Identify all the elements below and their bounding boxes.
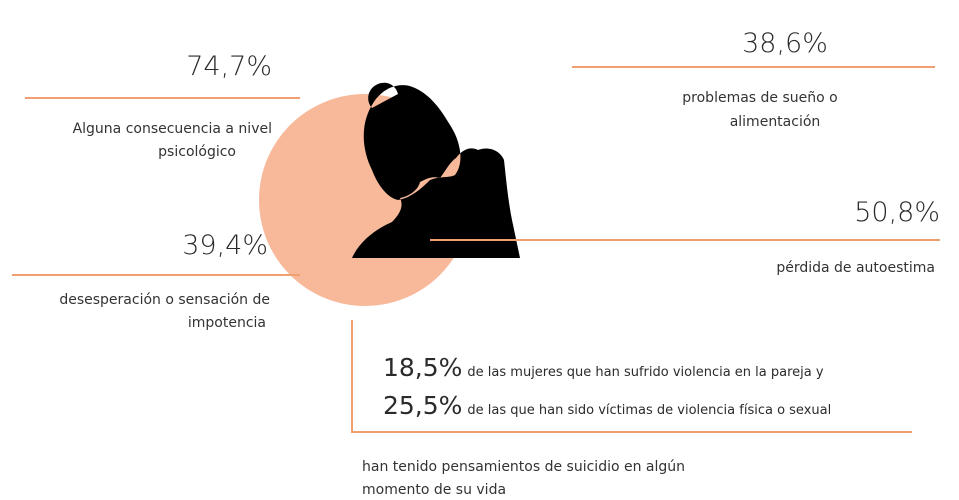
percentage: 50,8% bbox=[854, 197, 940, 228]
label: impotencia bbox=[188, 315, 266, 331]
label: psicológico bbox=[158, 144, 236, 160]
label: desesperación o sensación de bbox=[59, 292, 270, 308]
label: problemas de sueño o bbox=[682, 90, 837, 106]
label: Alguna consecuencia a nivel bbox=[73, 121, 272, 137]
percentage: 39,4% bbox=[182, 230, 268, 261]
percentage: 74,7% bbox=[186, 51, 272, 82]
conclusion: han tenido pensamientos de suicidio en a… bbox=[362, 459, 685, 475]
suicide-row: 18,5% de las mujeres que han sufrido viol… bbox=[383, 353, 824, 382]
label: pérdida de autoestima bbox=[776, 260, 935, 276]
infographic: 74,7% Alguna consecuencia a nivel psicol… bbox=[0, 0, 959, 500]
silhouette bbox=[352, 83, 520, 258]
text: de las mujeres que han sufrido violencia… bbox=[467, 365, 823, 380]
percentage: 38,6% bbox=[742, 28, 828, 59]
conclusion: momento de su vida bbox=[362, 482, 506, 498]
suicide-row: 25,5% de las que han sido víctimas de vio… bbox=[383, 391, 831, 420]
percentage: 18,5% bbox=[383, 353, 462, 382]
label: alimentación bbox=[730, 114, 821, 130]
text: de las que han sido víctimas de violenci… bbox=[467, 403, 831, 418]
percentage: 25,5% bbox=[383, 391, 462, 420]
